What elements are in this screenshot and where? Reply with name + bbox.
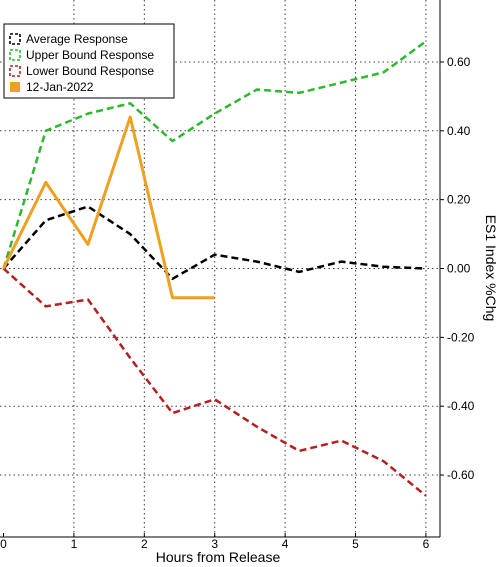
y-ticks: 0.60 0.40 0.20 0.00 -0.20 -0.40 -0.60 xyxy=(440,55,475,482)
x-tick-label: 4 xyxy=(282,537,289,551)
y-tick-label: -0.60 xyxy=(447,468,475,482)
legend-swatch xyxy=(9,49,21,61)
x-tick-label: 3 xyxy=(211,537,218,551)
legend: Average Response Upper Bound Response Lowe… xyxy=(3,23,175,99)
series-line xyxy=(2,267,427,497)
y-tick-label: 0.60 xyxy=(447,55,471,69)
legend-label: Average Response xyxy=(26,32,128,46)
y-tick-label: 0.40 xyxy=(447,124,471,138)
y-tick-label: 0.20 xyxy=(447,193,471,207)
legend-swatch xyxy=(10,82,20,92)
series-group xyxy=(2,40,427,497)
legend-box xyxy=(3,23,175,99)
series-line xyxy=(2,205,426,281)
x-axis-label: Hours from Release xyxy=(156,549,281,565)
x-tick-label: 5 xyxy=(352,537,359,551)
x-tick-label: 2 xyxy=(141,537,148,551)
x-tick-label: 6 xyxy=(423,537,430,551)
series-line xyxy=(2,115,215,300)
x-ticks: 0 1 2 3 4 5 6 xyxy=(0,533,430,551)
legend-swatch xyxy=(9,65,21,77)
x-tick-label: 1 xyxy=(71,537,78,551)
legend-label: 12-Jan-2022 xyxy=(26,80,94,94)
x-tick-label: 0 xyxy=(0,537,7,551)
legend-label: Upper Bound Response xyxy=(26,48,154,62)
series-line xyxy=(2,40,427,269)
y-tick-label: 0.00 xyxy=(447,262,471,276)
legend-swatch xyxy=(9,33,21,45)
y-tick-label: -0.40 xyxy=(447,399,475,413)
y-axis-label: ES1 Index %Chg xyxy=(483,215,499,322)
legend-label: Lower Bound Response xyxy=(26,64,154,78)
y-tick-label: -0.20 xyxy=(447,330,475,344)
